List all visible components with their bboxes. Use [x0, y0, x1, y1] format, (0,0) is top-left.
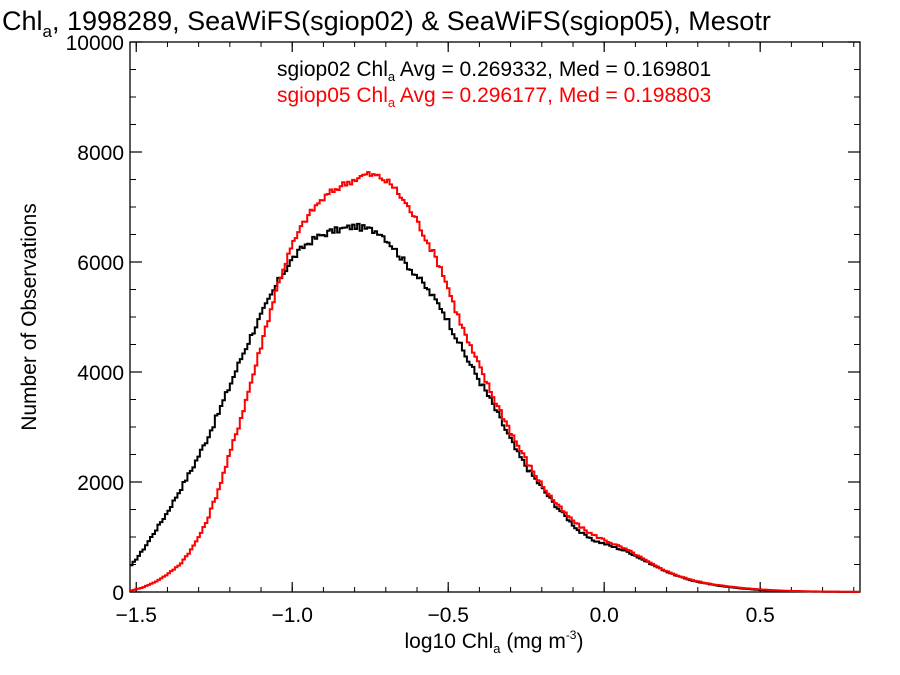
- series-line-0: [130, 222, 860, 593]
- x-tick-label: −1.0: [271, 604, 312, 627]
- x-axis-label-mid: (mg m: [500, 630, 565, 653]
- annotation-sgiop05-prefix: sgiop05 Chl: [277, 84, 388, 107]
- annotation-sgiop05-subscript: a: [388, 95, 396, 110]
- annotation-sgiop02-prefix: sgiop02 Chl: [277, 58, 388, 81]
- annotation-sgiop02-rest: Avg = 0.269332, Med = 0.169801: [395, 58, 711, 81]
- y-tick-label: 6000: [77, 252, 124, 275]
- x-tick-label: 0.5: [746, 604, 775, 627]
- x-axis-label-superscript: -3: [566, 628, 577, 642]
- y-tick-label: 10000: [66, 32, 124, 55]
- y-axis-label: Number of Observations: [18, 203, 41, 431]
- series-layer: [130, 171, 860, 593]
- y-tick-label: 8000: [77, 142, 124, 165]
- chart-title-prefix: Chl: [2, 6, 43, 36]
- annotation-sgiop05: sgiop05 Chla Avg = 0.296177, Med = 0.198…: [277, 84, 711, 110]
- annotation-sgiop02: sgiop02 Chla Avg = 0.269332, Med = 0.169…: [277, 58, 711, 84]
- annotation-sgiop02-subscript: a: [388, 69, 396, 84]
- plot-frame: [129, 41, 861, 593]
- x-axis-label-prefix: log10 Chl: [405, 630, 494, 653]
- chart-title-subscript: a: [43, 22, 53, 41]
- y-tick-label: 4000: [77, 362, 124, 385]
- x-axis-label: log10 Chla (mg m-3): [405, 628, 584, 656]
- x-axis-label-subscript: a: [493, 641, 501, 656]
- x-axis: −1.5 −1.0 −0.5 0.0 0.5: [116, 42, 855, 627]
- x-axis-label-suffix: ): [576, 630, 583, 653]
- y-axis: 0 2000 4000 6000 8000 10000: [66, 32, 860, 605]
- x-tick-label: 0.0: [590, 604, 619, 627]
- y-tick-label: 0: [112, 582, 124, 605]
- x-tick-label: −1.5: [116, 604, 157, 627]
- x-tick-label: −0.5: [427, 604, 468, 627]
- annotation-sgiop05-rest: Avg = 0.296177, Med = 0.198803: [395, 84, 711, 107]
- chart-title: Chla, 1998289, SeaWiFS(sgiop02) & SeaWiF…: [2, 6, 771, 41]
- chart-title-rest: , 1998289, SeaWiFS(sgiop02) & SeaWiFS(sg…: [52, 6, 771, 36]
- y-tick-label: 2000: [77, 472, 124, 495]
- series-line-1: [130, 171, 860, 593]
